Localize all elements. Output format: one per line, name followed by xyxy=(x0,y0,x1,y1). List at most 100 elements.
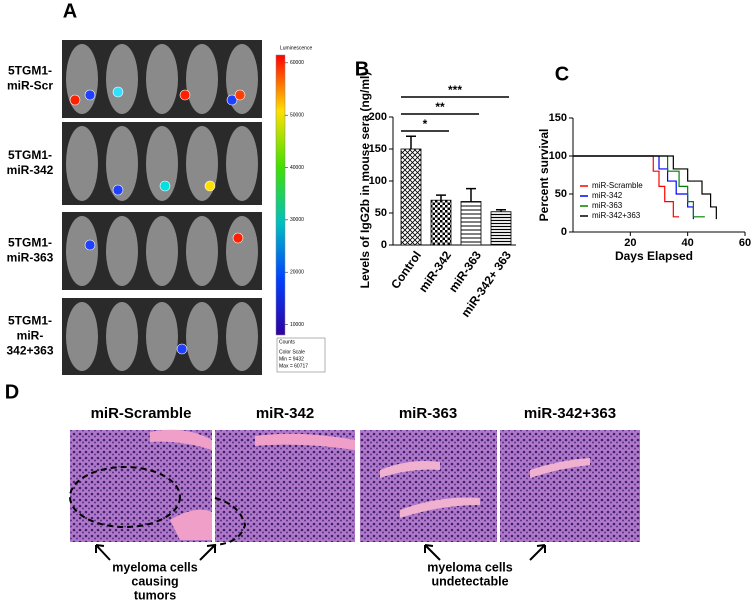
mouse xyxy=(146,216,178,286)
signal xyxy=(69,94,81,106)
row-label: 5TGM1- xyxy=(8,314,52,328)
y-tick-label: 100 xyxy=(369,175,387,187)
y-tick-label: 50 xyxy=(555,188,567,200)
mouse xyxy=(66,216,98,286)
histology-title: miR-342+363 xyxy=(524,405,616,422)
y-tick-label: 0 xyxy=(561,226,567,238)
bar xyxy=(490,211,512,246)
y-tick-label: 150 xyxy=(549,112,567,124)
significance-label: ** xyxy=(435,100,445,114)
legend-label: miR-342 xyxy=(592,191,623,200)
mouse xyxy=(146,302,178,371)
survival-curve xyxy=(573,155,680,218)
colorbar-footer: Max = 60717 xyxy=(279,363,308,369)
y-tick-label: 0 xyxy=(381,239,387,251)
panel-label: C xyxy=(555,63,569,85)
colorbar-tick-label: 40000 xyxy=(290,165,304,171)
mouse-images xyxy=(62,40,262,375)
row-label: miR-Scr xyxy=(7,79,53,93)
legend-label: miR-342+363 xyxy=(592,211,641,220)
mouse xyxy=(226,302,258,371)
y-tick-label: 50 xyxy=(375,207,387,219)
mouse xyxy=(186,44,218,114)
annotation: myeloma cells xyxy=(427,560,513,574)
signal xyxy=(176,343,188,355)
panel-label: A xyxy=(63,0,77,22)
y-tick-label: 200 xyxy=(369,111,387,123)
colorbar-footer: Min = 9432 xyxy=(279,356,304,362)
error-bar xyxy=(436,194,446,201)
mouse xyxy=(186,302,218,371)
annotation: myeloma cells xyxy=(112,560,198,574)
colorbar-tick-label: 50000 xyxy=(290,113,304,119)
mouse xyxy=(146,126,178,201)
bar xyxy=(460,201,482,246)
annotation: tumors xyxy=(134,588,176,602)
colorbar-tick-label: 10000 xyxy=(290,322,304,328)
error-bar xyxy=(496,209,506,212)
signal xyxy=(112,184,124,196)
row-label: miR- xyxy=(17,329,44,343)
x-tick-label: 20 xyxy=(624,237,636,249)
survival-curve xyxy=(573,155,705,218)
annotation: undetectable xyxy=(431,574,508,588)
panel-label: B xyxy=(355,58,369,80)
colorbar-tick-label: 20000 xyxy=(290,270,304,276)
signal xyxy=(159,180,171,192)
arrows xyxy=(95,544,546,561)
annotation: causing xyxy=(131,574,178,588)
mouse xyxy=(146,44,178,114)
y-axis-label: Levels of IgG2b in mouse sera (ng/ml) xyxy=(358,72,372,289)
colorbar-footer: Color Scale xyxy=(279,349,305,355)
mouse xyxy=(66,126,98,201)
survival-curve xyxy=(573,155,694,220)
survival-curve xyxy=(573,155,717,220)
mouse xyxy=(106,126,138,201)
mouse xyxy=(106,302,138,371)
legend-label: miR-Scramble xyxy=(592,181,643,190)
histology-title: miR-363 xyxy=(399,405,457,422)
signal xyxy=(84,89,96,101)
histology-title: miR-Scramble xyxy=(91,405,192,422)
bar xyxy=(400,148,422,246)
error-bar xyxy=(466,187,476,202)
histology-images xyxy=(69,429,640,546)
row-label: 5TGM1- xyxy=(8,148,52,162)
row-label: 5TGM1- xyxy=(8,64,52,78)
x-tick-label: 40 xyxy=(682,237,694,249)
panel-label: D xyxy=(5,381,19,403)
mouse xyxy=(66,302,98,371)
y-tick-label: 100 xyxy=(549,150,567,162)
legend-label: miR-363 xyxy=(592,201,623,210)
colorbar-tick-label: 30000 xyxy=(290,217,304,223)
signal xyxy=(179,89,191,101)
signal xyxy=(112,86,124,98)
mouse xyxy=(106,216,138,286)
colorbar-footer: Counts xyxy=(279,339,295,345)
mouse xyxy=(106,44,138,114)
mouse xyxy=(226,216,258,286)
mouse xyxy=(226,126,258,201)
histology-title: miR-342 xyxy=(256,405,314,422)
significance-label: * xyxy=(423,117,428,131)
error-bar xyxy=(406,135,416,149)
signal xyxy=(204,180,216,192)
mouse xyxy=(66,44,98,114)
signal xyxy=(234,89,246,101)
row-label: 342+363 xyxy=(6,344,53,358)
colorbar-title: Luminescence xyxy=(280,45,312,51)
x-axis-label: Days Elapsed xyxy=(615,249,693,263)
y-tick-label: 150 xyxy=(369,143,387,155)
x-tick-label: 60 xyxy=(739,237,751,249)
y-axis-label: Percent survival xyxy=(537,129,551,222)
row-label: miR-363 xyxy=(7,251,54,265)
colorbar xyxy=(275,54,326,373)
row-label: miR-342 xyxy=(7,163,54,177)
mouse xyxy=(186,216,218,286)
signal xyxy=(232,232,244,244)
bar xyxy=(430,199,452,246)
colorbar-tick-label: 60000 xyxy=(290,60,304,66)
signal xyxy=(84,239,96,251)
row-label: 5TGM1- xyxy=(8,236,52,250)
